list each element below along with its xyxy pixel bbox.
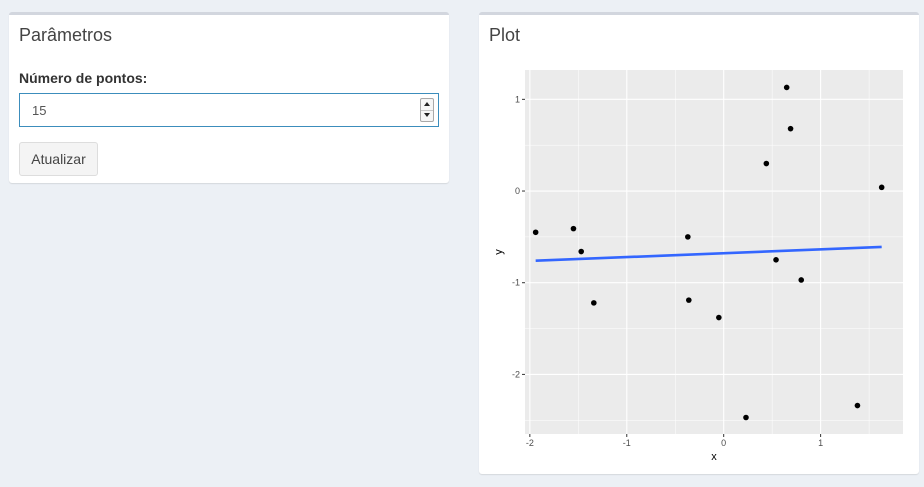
data-point (743, 414, 749, 421)
data-point (783, 84, 790, 91)
data-point (685, 234, 691, 240)
data-point (773, 256, 779, 263)
parameters-panel-title: Parâmetros (19, 25, 113, 45)
y-axis-title: y (493, 249, 505, 255)
data-point (763, 160, 770, 167)
data-point (878, 184, 885, 191)
data-point (686, 297, 692, 303)
plot-panel-background (525, 70, 903, 434)
data-point (591, 300, 597, 306)
y-tick-label: -2 (512, 369, 520, 379)
plot-gridlines (525, 70, 903, 434)
data-points (532, 84, 885, 421)
plot-panel-title: Plot (489, 25, 521, 45)
y-tick-label: -1 (512, 278, 520, 288)
data-point (716, 314, 722, 321)
data-point (854, 402, 861, 409)
data-point (532, 229, 539, 236)
number-of-points-input[interactable] (20, 94, 416, 126)
data-point (798, 277, 805, 283)
y-tick-label: 1 (515, 94, 520, 104)
plot-panel: Plot -2 -1 0 1 -2 -1 0 1 x y (479, 12, 919, 474)
x-tick-label: -2 (526, 438, 534, 448)
x-tick-label: 1 (818, 438, 823, 448)
number-spinner[interactable] (420, 98, 434, 122)
decrement-button[interactable] (421, 110, 433, 121)
parameters-panel: Parâmetros Número de pontos: Atualizar (9, 12, 449, 183)
data-point (578, 248, 585, 255)
regression-line-layer (535, 245, 882, 263)
x-tick-label: 0 (721, 438, 726, 448)
y-tick-label: 0 (515, 186, 520, 196)
x-axis-title: x (711, 451, 717, 463)
data-point (787, 125, 794, 132)
increment-button[interactable] (421, 99, 433, 111)
data-point (570, 225, 577, 232)
number-of-points-label: Número de pontos: (19, 70, 148, 86)
regression-line (535, 245, 882, 263)
arrow-up-icon (424, 102, 430, 106)
number-of-points-field[interactable] (19, 93, 439, 127)
scatter-plot: -2 -1 0 1 -2 -1 0 1 x y (493, 70, 903, 463)
update-button[interactable]: Atualizar (19, 142, 98, 176)
arrow-down-icon (424, 113, 430, 117)
x-tick-label: -1 (623, 438, 631, 448)
plot-axes: -2 -1 0 1 -2 -1 0 1 x y (493, 94, 823, 463)
